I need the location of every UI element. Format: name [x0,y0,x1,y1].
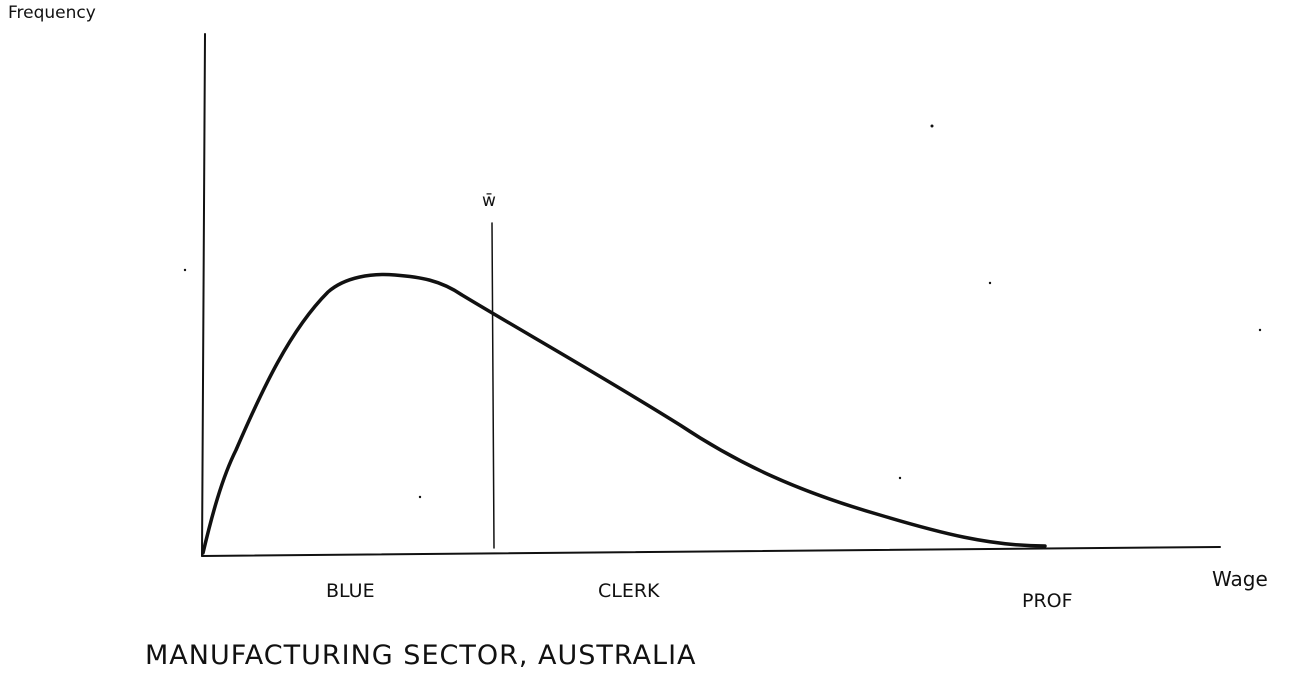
scan-speck [898,476,902,480]
scan-speck [183,268,187,272]
scan-speck [930,124,934,128]
mean-line [491,222,495,549]
mean-label: w̄ [482,191,496,211]
scan-speck [418,495,422,499]
region-label-clerk: CLERK [598,580,660,602]
region-label-blue: BLUE [326,580,375,602]
distribution-curve [201,272,1047,555]
x-axis-label: Wage [1212,567,1268,591]
x-axis [201,546,1221,557]
y-axis-label: Frequency [8,3,96,23]
scan-speck [988,281,992,285]
diagram-caption: MANUFACTURING SECTOR, AUSTRALIA [145,640,697,671]
scan-speck [1258,328,1262,332]
region-label-prof: PROF [1022,590,1073,612]
y-axis [201,33,206,557]
